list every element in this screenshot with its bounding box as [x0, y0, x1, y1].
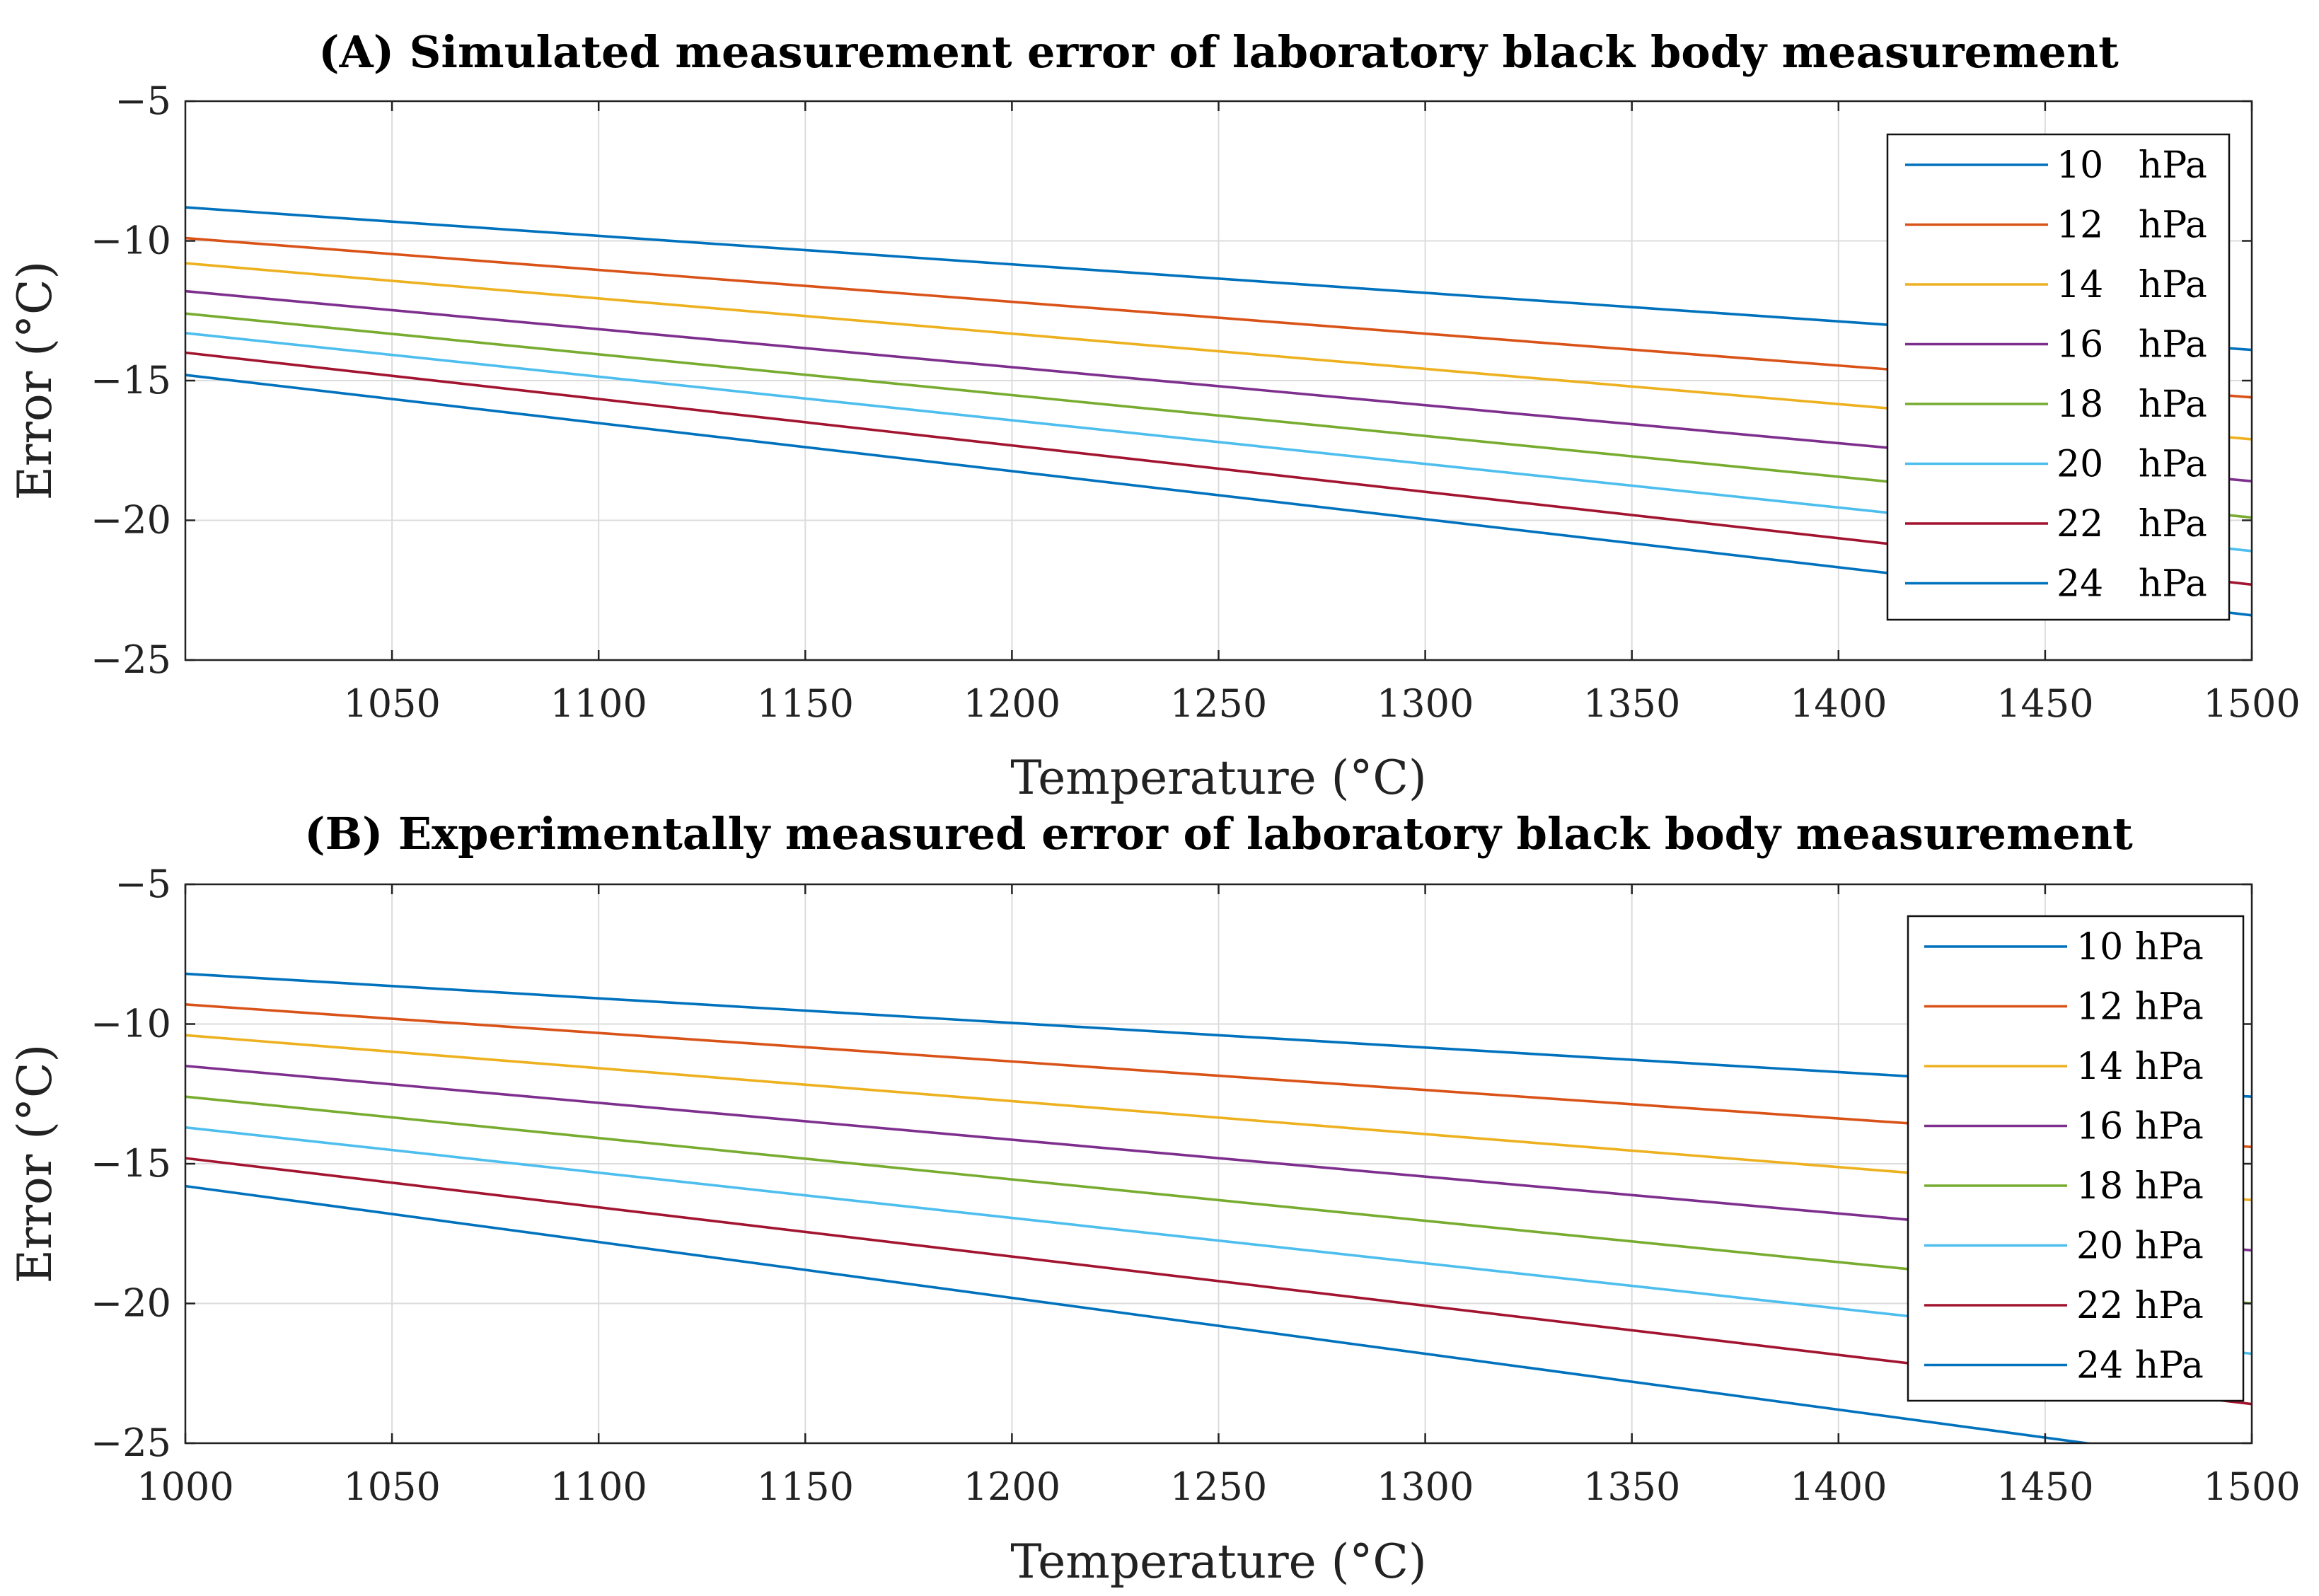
- x-tick-label: 1350: [1583, 681, 1680, 726]
- legend-box: [1907, 915, 2245, 1402]
- chart-panel-a: 1050 1100 1150 1200 1250 1300 1350 1400 1450 1500…: [8, 26, 2301, 805]
- y-tick-label: −20: [91, 498, 171, 543]
- x-tick-label: 1300: [1377, 681, 1474, 726]
- x-tick-label: 1500: [2203, 1464, 2300, 1509]
- y-tick-label: −5: [115, 79, 171, 123]
- x-tick-label: 1000: [137, 1464, 233, 1509]
- x-tick-label: 1450: [1996, 681, 2093, 726]
- series-line: [185, 1184, 2096, 1443]
- legend-entry: 16 hPa: [2057, 324, 2207, 366]
- legend-entry: 24 hPa: [2076, 1345, 2204, 1387]
- x-tick-label: 1400: [1790, 681, 1887, 726]
- legend-entry: 24 hPa: [2057, 563, 2207, 606]
- x-tick-label: 1250: [1170, 1464, 1267, 1509]
- x-tick-label: 1450: [1996, 1464, 2093, 1509]
- legend-entry: 16 hPa: [2076, 1106, 2204, 1148]
- legend-box: [1886, 133, 2231, 621]
- x-tick-label: 1050: [343, 681, 440, 726]
- x-tick-label: 1050: [343, 1464, 440, 1509]
- legend-entry: 18 hPa: [2057, 383, 2207, 426]
- x-tick-label: 1150: [757, 1464, 854, 1509]
- legend-entry: 18 hPa: [2076, 1165, 2204, 1208]
- x-tick-label: 1100: [550, 1464, 647, 1509]
- x-tick-label: 1350: [1583, 1464, 1680, 1509]
- x-axis-label: Temperature (°C): [1010, 751, 1426, 805]
- y-axis-label: Error (°C): [8, 261, 62, 501]
- y-tick-label: −20: [91, 1281, 171, 1326]
- legend-entry: 22 hPa: [2057, 503, 2207, 545]
- y-tick-label: −25: [91, 1421, 171, 1465]
- legend: 10 hPa 12 hPa 14 hPa 16 hPa 18 hPa 20 hPa 22 h…: [1886, 133, 2231, 621]
- legend-entry: 12 hPa: [2076, 986, 2204, 1029]
- x-tick-label: 1400: [1790, 1464, 1887, 1509]
- legend-entry: 20 hPa: [2057, 444, 2207, 486]
- y-tick-label: −15: [91, 1141, 171, 1186]
- legend-entry: 10 hPa: [2076, 926, 2204, 968]
- legend-entry: 12 hPa: [2057, 204, 2207, 247]
- y-tick-label: −5: [115, 862, 171, 906]
- x-tick-label: 1100: [550, 681, 647, 726]
- y-tick-label: −15: [91, 358, 171, 403]
- x-tick-label: 1300: [1377, 1464, 1474, 1509]
- x-tick-label: 1150: [757, 681, 854, 726]
- legend-entry: 20 hPa: [2076, 1225, 2204, 1268]
- chart-title: (B) Experimentally measured error of lab…: [304, 808, 2133, 860]
- y-tick-label: −10: [91, 219, 171, 263]
- legend-entry: 14 hPa: [2076, 1046, 2204, 1088]
- y-tick-label: −25: [91, 637, 171, 682]
- legend: 10 hPa 12 hPa 14 hPa 16 hPa 18 hPa 20 hPa 22 h…: [1907, 915, 2245, 1402]
- legend-entry: 22 hPa: [2076, 1285, 2204, 1327]
- chart-panel-b: 1000 1050 1100 1150 1200 1250 1300 1350 1400 1450…: [8, 808, 2301, 1589]
- y-tick-label: −10: [91, 1002, 171, 1046]
- chart-title: (A) Simulated measurement error of labor…: [318, 26, 2119, 78]
- x-tick-label: 1200: [964, 681, 1060, 726]
- x-tick-label: 1200: [964, 1464, 1060, 1509]
- legend-entry: 10 hPa: [2057, 144, 2207, 187]
- x-tick-label: 1500: [2203, 681, 2300, 726]
- x-axis-label: Temperature (°C): [1010, 1534, 1426, 1589]
- y-axis-label: Error (°C): [8, 1044, 62, 1284]
- x-tick-label: 1250: [1170, 681, 1267, 726]
- legend-entry: 14 hPa: [2057, 264, 2207, 306]
